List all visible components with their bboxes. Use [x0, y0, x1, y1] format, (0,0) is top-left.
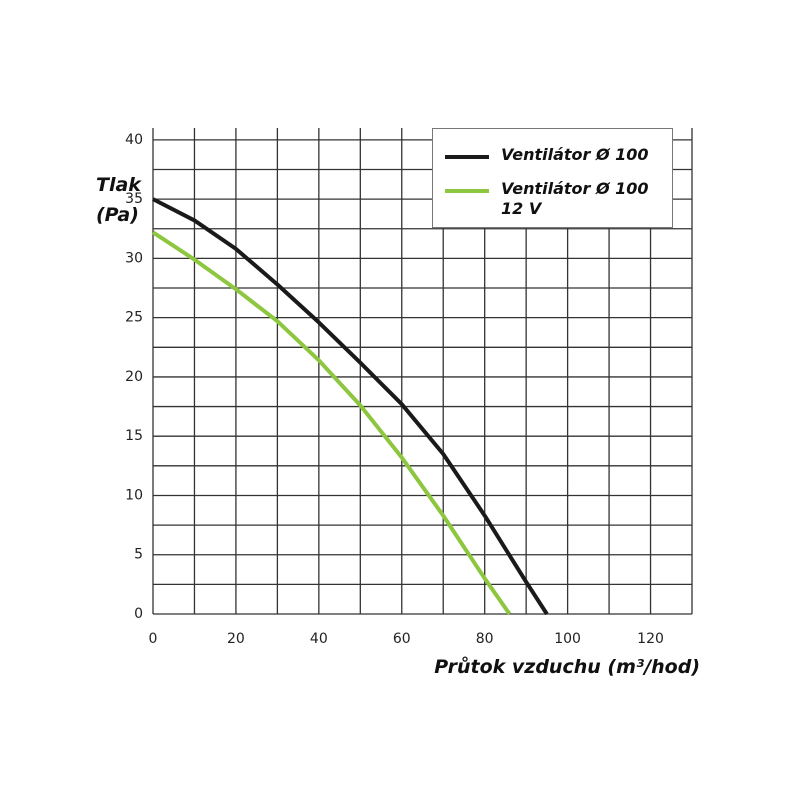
y-tick-label: 20 — [125, 369, 143, 385]
x-tick-label: 80 — [476, 631, 494, 647]
y-tick-label: 0 — [134, 606, 143, 622]
x-axis-label: Průtok vzduchu (m³/hod) — [434, 656, 700, 678]
y-tick-label: 15 — [125, 428, 143, 444]
y-tick-label: 35 — [125, 191, 143, 207]
x-tick-label: 20 — [227, 631, 245, 647]
y-axis-label: Tlak (Pa) — [96, 174, 141, 226]
x-tick-label: 0 — [149, 631, 158, 647]
x-tick-label: 60 — [393, 631, 411, 647]
legend-text: Ventilátor Ø 100 12 V — [501, 179, 649, 218]
y-tick-label: 30 — [125, 250, 143, 266]
legend-swatch — [445, 189, 489, 193]
legend-text: Ventilátor Ø 100 — [501, 145, 649, 164]
y-tick-label: 25 — [125, 310, 143, 326]
x-tick-label: 100 — [554, 631, 581, 647]
legend: Ventilátor Ø 100 Ventilátor Ø 100 12 V — [432, 128, 673, 228]
y-tick-label: 10 — [125, 487, 143, 503]
legend-swatch — [445, 155, 489, 159]
series-line — [152, 197, 549, 616]
legend-item: Ventilátor Ø 100 — [445, 145, 671, 165]
series-line — [151, 230, 512, 616]
y-tick-label: 5 — [134, 547, 143, 563]
legend-item: Ventilátor Ø 100 12 V — [445, 179, 661, 219]
x-tick-label: 40 — [310, 631, 328, 647]
y-tick-label: 40 — [125, 132, 143, 148]
x-tick-label: 120 — [637, 631, 664, 647]
